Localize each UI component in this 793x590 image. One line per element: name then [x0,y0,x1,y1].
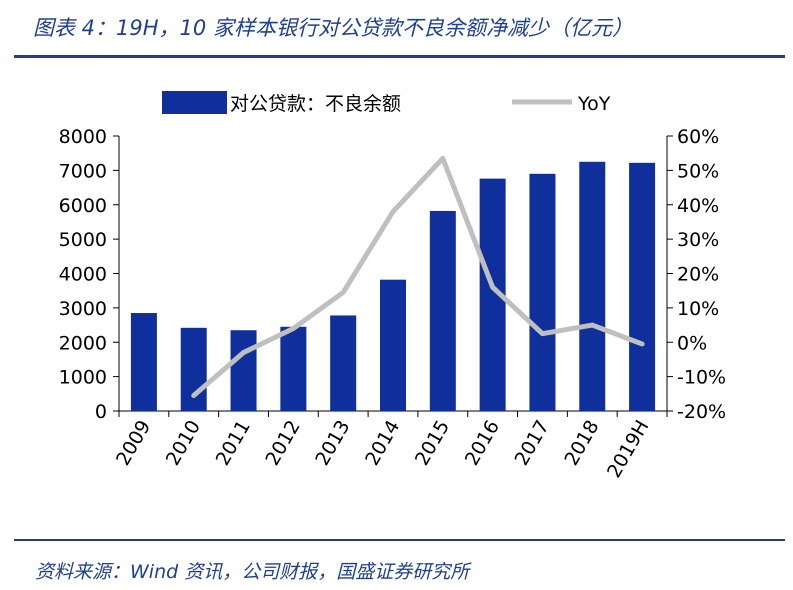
right-axis-tick-label: 30% [677,229,719,251]
right-axis-tick-label: 50% [677,160,719,182]
x-axis-tick-label: 2014 [361,417,404,470]
x-axis-tick-label: 2012 [261,417,304,470]
bar-series [130,161,656,411]
right-axis-tick-label: 60% [677,126,719,148]
yoy-point-2012 [291,327,295,330]
yoy-point-2017 [540,332,544,336]
yoy-point-2018 [590,323,594,327]
legend-bar-swatch [162,91,227,114]
yoy-point-2010 [192,394,196,398]
bar-2019H [629,162,656,411]
bar-2012 [280,326,307,411]
x-axis-tick-label: 2019H [603,417,653,482]
chart-title: 图表 4：19H，10 家样本银行对公贷款不良余额净减少（亿元） [33,16,633,40]
yoy-point-2015 [441,156,445,160]
left-axis-tick-label: 0 [95,401,107,423]
bar-2013 [330,315,357,411]
yoy-point-2016 [491,285,495,289]
legend: 对公贷款：不良余额 YoY [162,91,611,115]
chart-area: 对公贷款：不良余额 YoY 0 1000 2000 3000 4000 5000 6000 7… [59,91,726,482]
left-axis-tick-label: 3000 [59,298,107,320]
right-axis-tick-label: -20% [677,401,726,423]
x-axis-tick-label: 2018 [560,417,603,470]
x-axis-tick-label: 2009 [112,417,155,470]
yoy-point-2013 [341,290,345,294]
yoy-point-2011 [242,351,246,355]
bar-2011 [230,330,257,411]
x-axis-tick-label: 2017 [511,417,554,470]
bar-2009 [130,313,157,411]
left-axis-tick-label: 2000 [59,332,107,354]
title-divider [14,55,785,58]
right-axis-tick-label: 10% [677,298,719,320]
bar-2010 [180,327,207,411]
x-axis-tick-label: 2011 [212,417,255,470]
footer-divider [14,539,785,541]
left-axis-tick-label: 5000 [59,229,107,251]
x-axis-tick-label: 2015 [411,417,454,470]
left-axis-tick-label: 4000 [59,264,107,286]
yoy-point-2019H [640,342,644,346]
bar-2017 [529,173,556,411]
bar-2014 [380,279,406,411]
left-axis-tick-label: 6000 [59,195,107,217]
left-axis-tick-label: 8000 [59,126,107,148]
left-axis-tick-label: 1000 [59,367,107,389]
x-axis-tick-label: 2010 [162,417,205,470]
legend-bar-label: 对公贷款：不良余额 [230,93,401,115]
yoy-point-2014 [391,210,395,214]
x-axis-tick-label: 2013 [311,417,354,470]
bar-2018 [579,161,606,411]
bar-2015 [429,210,456,411]
source-note: 资料来源：Wind 资讯，公司财报，国盛证券研究所 [35,561,470,583]
right-axis-tick-label: 0% [677,332,707,354]
left-axis-tick-label: 7000 [59,160,107,182]
legend-line-label: YoY [577,93,611,115]
right-axis-tick-label: -10% [677,367,726,389]
x-axis-tick-label: 2016 [461,417,504,470]
yoy-series [191,155,645,399]
right-axis-tick-label: 40% [677,195,719,217]
right-axis-tick-label: 20% [677,264,719,286]
yoy-line [191,155,645,399]
